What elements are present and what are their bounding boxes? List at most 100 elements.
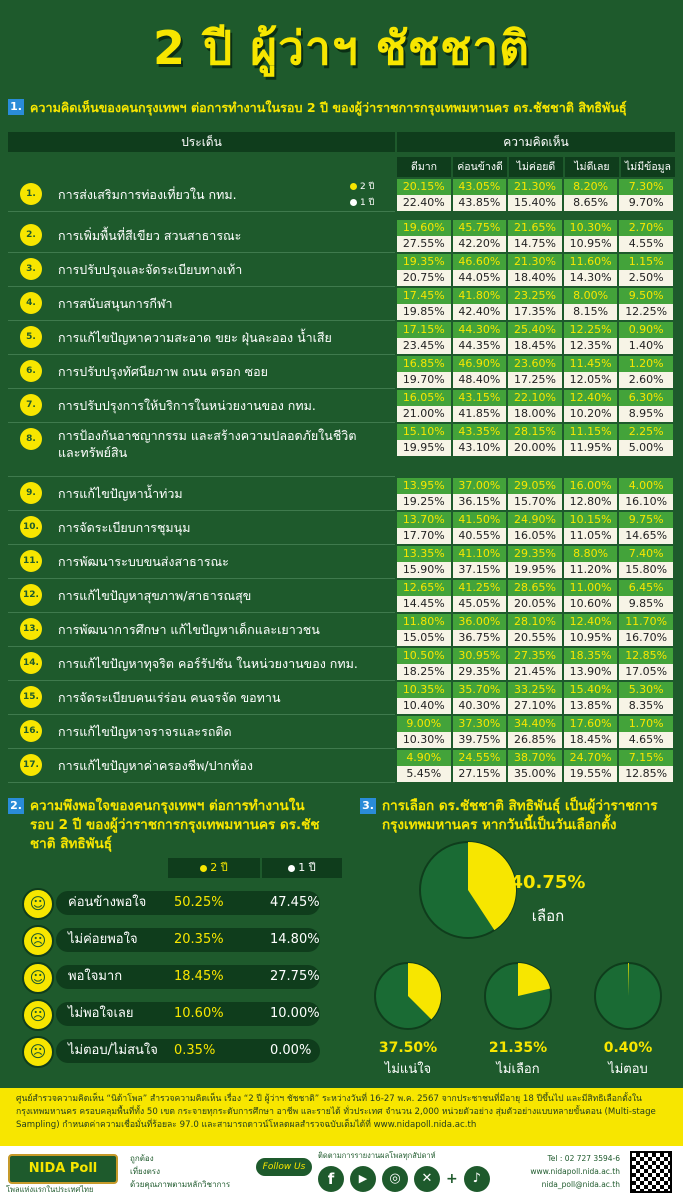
issue-row-16: 16. การแก้ไขปัญหาจราจรและรถติด	[8, 716, 395, 749]
value-cell: 4.65%	[619, 732, 673, 748]
instagram-icon[interactable]: ◎	[382, 1166, 408, 1192]
issue-values-12: 12.65% 41.25% 28.65% 11.00% 6.45% 14.45% 45.05…	[397, 580, 675, 612]
value-cell: 16.85%	[397, 356, 451, 372]
section3-heading: 3. การเลือก ดร.ชัชชาติ สิทธิพันธุ์ เป็นผ…	[360, 797, 678, 835]
satisfaction-1yr-value: 47.45%	[270, 895, 320, 910]
value-cell: 18.00%	[508, 406, 562, 422]
value-cell: 18.35%	[563, 648, 618, 664]
value-cell: 20.75%	[397, 270, 451, 286]
values-1yr: 10.40% 40.30% 27.10% 13.85% 8.35%	[397, 698, 675, 714]
issue-label: การแก้ไขปัญหาค่าครองชีพ/ปากท้อง	[58, 758, 253, 773]
value-cell: 17.60%	[563, 716, 618, 732]
value-cell: 17.15%	[397, 322, 451, 338]
issue-number-badge: 16.	[20, 720, 42, 742]
value-cell: 8.65%	[563, 195, 618, 211]
col-header-very-good: ดีมาก	[397, 157, 451, 177]
s2-legend-1yr-label: 1 ปี	[298, 861, 316, 874]
satisfaction-2yr-value: 18.45%	[174, 969, 224, 984]
issue-row-12: 12. การแก้ไขปัญหาสุขภาพ/สาธารณสุข	[8, 580, 395, 613]
section2-number: 2.	[8, 798, 24, 814]
issue-label: การจัดระเบียบคนเร่ร่อน คนจรจัด ขอทาน	[58, 690, 281, 705]
value-cell: 18.45%	[508, 338, 562, 354]
legend-2yr: 2 ปี	[350, 179, 374, 195]
issue-number-badge: 8.	[20, 428, 42, 450]
value-cell: 19.95%	[397, 440, 451, 456]
values-2yr: 20.15% 43.05% 21.30% 8.20% 7.30%	[397, 179, 675, 195]
value-cell: 45.75%	[452, 220, 507, 236]
email-link[interactable]: nida_poll@nida.ac.th	[541, 1180, 620, 1189]
value-cell: 2.60%	[619, 372, 673, 388]
satisfaction-label: พอใจมาก	[68, 969, 123, 984]
tiktok-icon[interactable]: ♪	[463, 1166, 490, 1192]
value-cell: 41.85%	[452, 406, 507, 422]
value-cell: 13.35%	[397, 546, 451, 562]
pie-percent-4: 0.40%	[603, 1040, 653, 1056]
value-cell: 1.40%	[619, 338, 673, 354]
value-cell: 45.05%	[452, 596, 507, 612]
issue-label: การจัดระเบียบการชุมนุม	[58, 520, 191, 535]
value-cell: 0.90%	[619, 322, 673, 338]
value-cell: 5.00%	[619, 440, 673, 456]
values-2yr: 11.80% 36.00% 28.10% 12.40% 11.70%	[397, 614, 675, 630]
value-cell: 17.45%	[397, 288, 451, 304]
issue-label: การแก้ไขปัญหาสุขภาพ/สาธารณสุข	[58, 588, 252, 603]
value-cell: 15.05%	[397, 630, 451, 646]
issue-label: การสนับสนุนการกีฬา	[58, 296, 173, 311]
values-2yr: 12.65% 41.25% 28.65% 11.00% 6.45%	[397, 580, 675, 596]
issue-values-6: 16.85% 46.90% 23.60% 11.45% 1.20% 19.70% 48.40…	[397, 356, 675, 388]
value-cell: 40.30%	[452, 698, 507, 714]
youtube-icon[interactable]: ▶	[350, 1166, 376, 1192]
s2-legend-2yr-label: 2 ปี	[210, 861, 228, 874]
follow-caption: ติดตามการรายงานผลโพลทุกสัปดาห์	[318, 1151, 436, 1160]
issue-label: การแก้ไขปัญหาความสะอาด ขยะ ฝุ่นละออง น้ำ…	[58, 330, 332, 345]
value-cell: 9.85%	[619, 596, 673, 612]
value-cell: 21.30%	[508, 254, 562, 270]
value-cell: 20.00%	[508, 440, 562, 456]
values-2yr: 9.00% 37.30% 34.40% 17.60% 1.70%	[397, 716, 675, 732]
values-2yr: 19.60% 45.75% 21.65% 10.30% 2.70%	[397, 220, 675, 236]
values-2yr: 17.15% 44.30% 25.40% 12.25% 0.90%	[397, 322, 675, 338]
value-cell: 15.70%	[508, 494, 562, 510]
satisfaction-row-5: ☹ ไม่ตอบ/ไม่สนใจ 0.35% 0.00%	[22, 1036, 322, 1068]
row-bar	[56, 891, 320, 915]
satisfaction-2yr-value: 20.35%	[174, 932, 224, 947]
value-cell: 29.05%	[508, 478, 562, 494]
s2-legend-2yr: 2 ปี	[168, 858, 260, 878]
facebook-icon[interactable]: f	[318, 1166, 344, 1192]
qr-code-icon[interactable]	[630, 1151, 672, 1193]
issue-values-1: 20.15% 43.05% 21.30% 8.20% 7.30% 22.40% 43.85%…	[397, 179, 675, 211]
satisfaction-label: ค่อนข้างพอใจ	[68, 895, 147, 910]
section1-heading: 1. ความคิดเห็นของคนกรุงเทพฯ ต่อการทำงานใ…	[8, 98, 678, 117]
value-cell: 48.40%	[452, 372, 507, 388]
issue-number-badge: 1.	[20, 183, 42, 205]
section1-number: 1.	[8, 99, 24, 115]
pie-slice-1	[468, 842, 516, 931]
value-cell: 12.25%	[563, 322, 618, 338]
values-2yr: 10.50% 30.95% 27.35% 18.35% 12.85%	[397, 648, 675, 664]
value-cell: 22.40%	[397, 195, 451, 211]
row-bar	[56, 965, 320, 989]
issue-row-14: 14. การแก้ไขปัญหาทุจริต คอร์รัปชัน ในหน่ว…	[8, 648, 395, 681]
issue-label: การพัฒนาระบบขนส่งสาธารณะ	[58, 554, 229, 569]
issue-values-13: 11.80% 36.00% 28.10% 12.40% 11.70% 15.05% 36.7…	[397, 614, 675, 646]
section3-title: การเลือก ดร.ชัชชาติ สิทธิพันธุ์ เป็นผู้ว…	[382, 798, 658, 833]
value-cell: 14.75%	[508, 236, 562, 252]
issue-values-16: 9.00% 37.30% 34.40% 17.60% 1.70% 10.30% 39.75%…	[397, 716, 675, 748]
values-1yr: 10.30% 39.75% 26.85% 18.45% 4.65%	[397, 732, 675, 748]
pie-percent-2: 37.50%	[378, 1040, 438, 1056]
section1-title: ความคิดเห็นของคนกรุงเทพฯ ต่อการทำงานในรอ…	[30, 100, 627, 115]
pie-slice-3	[518, 963, 551, 996]
value-cell: 43.05%	[452, 179, 507, 195]
issue-values-4: 17.45% 41.80% 23.25% 8.00% 9.50% 19.85% 42.40%…	[397, 288, 675, 320]
col-header-bad: ไม่ดีเลย	[565, 157, 619, 177]
value-cell: 14.30%	[563, 270, 618, 286]
web-link[interactable]: www.nidapoll.nida.ac.th	[530, 1167, 620, 1176]
satisfaction-2yr-value: 10.60%	[174, 1006, 224, 1021]
issue-row-6: 6. การปรับปรุงทัศนียภาพ ถนน ตรอก ซอย	[8, 356, 395, 389]
value-cell: 40.55%	[452, 528, 507, 544]
issue-label: การแก้ไขปัญหาจราจรและรถติด	[58, 724, 232, 739]
values-1yr: 18.25% 29.35% 21.45% 13.90% 17.05%	[397, 664, 675, 680]
x-icon[interactable]: ✕	[414, 1166, 440, 1192]
opinion-column-header: ความคิดเห็น	[397, 132, 675, 152]
issue-values-2: 19.60% 45.75% 21.65% 10.30% 2.70% 27.55% 42.20…	[397, 220, 675, 252]
